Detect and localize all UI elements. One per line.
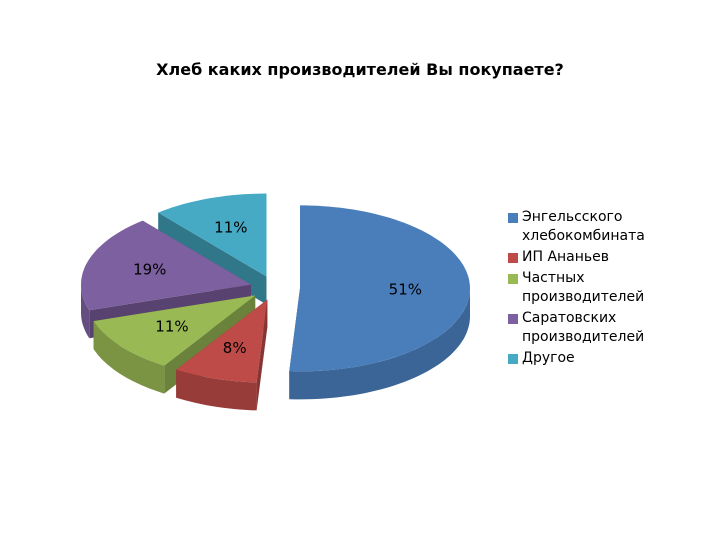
legend-item: ИП Ананьев (508, 248, 688, 267)
data-label: 11% (214, 219, 247, 237)
legend-swatch (508, 354, 518, 364)
slice-side (81, 284, 90, 339)
legend-label: Частных производителей (522, 270, 645, 305)
slice-top (158, 193, 267, 277)
legend-item: Частных производителей (508, 269, 688, 307)
slice (289, 205, 470, 400)
legend-label: Другое (522, 350, 575, 366)
slice-top (93, 295, 256, 366)
slice-side (176, 369, 257, 411)
legend-swatch (508, 314, 518, 324)
slice-top (176, 299, 268, 383)
slice-side (289, 288, 470, 400)
legend-swatch (508, 253, 518, 263)
slice-top (289, 205, 470, 372)
data-label: 8% (223, 339, 247, 357)
slice (176, 299, 268, 411)
legend-item: Энгельсского хлебокомбината (508, 208, 688, 246)
legend-swatch (508, 274, 518, 284)
legend-label: Энгельсского хлебокомбината (522, 209, 645, 244)
legend-label: ИП Ананьев (522, 249, 610, 265)
chart-title: Хлеб каких производителей Вы покупаете? (156, 60, 564, 79)
data-label: 11% (155, 318, 188, 336)
data-label: 19% (133, 261, 166, 279)
legend-swatch (508, 213, 518, 223)
legend-item: Другое (508, 349, 688, 368)
legend: Энгельсского хлебокомбината ИП Ананьев Час… (508, 208, 688, 370)
data-label: 51% (389, 280, 422, 298)
slice-top (81, 220, 251, 311)
legend-label: Саратовских производителей (522, 310, 645, 345)
slice-side (93, 321, 165, 394)
legend-item: Саратовских производителей (508, 309, 688, 347)
